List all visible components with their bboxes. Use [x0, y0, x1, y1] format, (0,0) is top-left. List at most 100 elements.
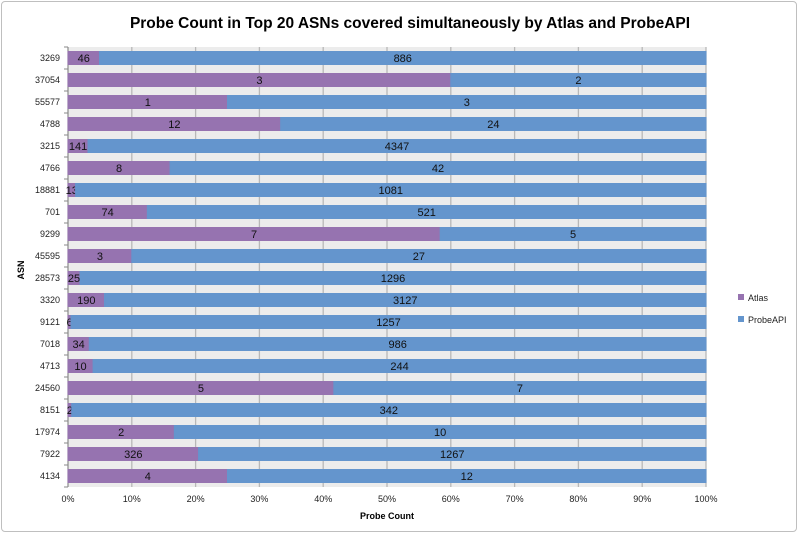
y-tick-label: 55577: [35, 97, 60, 107]
data-label-probeapi: 10: [434, 427, 446, 439]
x-axis-label: Probe Count: [360, 511, 414, 521]
x-tick-label: 30%: [250, 494, 268, 504]
data-label-probeapi: 886: [394, 53, 412, 65]
bar-probeapi: [92, 359, 707, 373]
data-label-probeapi: 3: [464, 97, 470, 109]
data-label-atlas: 7: [251, 229, 257, 241]
bar-probeapi: [173, 425, 707, 439]
data-label-atlas: 1: [145, 97, 151, 109]
x-tick-label: 40%: [314, 494, 332, 504]
data-label-atlas: 6: [66, 317, 72, 329]
y-tick-label: 9299: [40, 229, 60, 239]
bar-probeapi: [71, 403, 707, 417]
y-tick-label: 701: [45, 207, 60, 217]
x-tick-label: 10%: [123, 494, 141, 504]
chart-title: Probe Count in Top 20 ASNs covered simul…: [130, 15, 690, 32]
legend-label-atlas: Atlas: [748, 293, 769, 303]
data-label-probeapi: 342: [380, 405, 398, 417]
data-label-probeapi: 27: [413, 251, 425, 263]
data-label-probeapi: 42: [432, 163, 444, 175]
y-tick-label: 4713: [40, 361, 60, 371]
data-label-atlas: 8: [116, 163, 122, 175]
data-label-probeapi: 1257: [376, 317, 400, 329]
bar-probeapi: [104, 293, 707, 307]
y-axis-label: ASN: [16, 260, 26, 279]
y-tick-label: 9121: [40, 317, 60, 327]
y-tick-label: 3320: [40, 295, 60, 305]
bar-probeapi: [280, 117, 707, 131]
x-tick-label: 20%: [187, 494, 205, 504]
data-label-probeapi: 986: [388, 339, 406, 351]
data-label-probeapi: 1267: [440, 449, 464, 461]
data-label-probeapi: 24: [487, 119, 499, 131]
y-tick-label: 3215: [40, 141, 60, 151]
y-tick-label: 8151: [40, 405, 60, 415]
y-tick-label: 45595: [35, 251, 60, 261]
bar-probeapi: [227, 95, 707, 109]
y-tick-label: 28573: [35, 273, 60, 283]
data-label-probeapi: 1296: [381, 273, 405, 285]
data-label-atlas: 34: [73, 339, 85, 351]
bar-probeapi: [88, 337, 707, 351]
data-label-atlas: 74: [102, 207, 114, 219]
data-label-atlas: 2: [118, 427, 124, 439]
bar-probeapi: [146, 205, 707, 219]
bar-probeapi: [169, 161, 707, 175]
data-label-probeapi: 3127: [393, 295, 417, 307]
y-tick-label: 4788: [40, 119, 60, 129]
data-label-atlas: 12: [168, 119, 180, 131]
data-label-probeapi: 521: [417, 207, 435, 219]
y-tick-label: 4134: [40, 471, 60, 481]
bar-probeapi: [79, 271, 707, 285]
y-tick-label: 18881: [35, 185, 60, 195]
data-label-atlas: 3: [256, 75, 262, 87]
y-tick-label: 3269: [40, 53, 60, 63]
data-label-probeapi: 5: [570, 229, 576, 241]
x-tick-label: 100%: [694, 494, 717, 504]
x-tick-label: 80%: [569, 494, 587, 504]
y-tick-label: 17974: [35, 427, 60, 437]
y-tick-label: 4766: [40, 163, 60, 173]
data-label-atlas: 25: [68, 273, 80, 285]
data-label-atlas: 5: [198, 383, 204, 395]
bar-probeapi: [98, 51, 707, 65]
bar-probeapi: [227, 469, 707, 483]
bar-probeapi: [75, 183, 707, 197]
legend-swatch-atlas: [738, 294, 744, 300]
x-tick-label: 50%: [378, 494, 396, 504]
y-tick-label: 7018: [40, 339, 60, 349]
data-label-atlas: 4: [145, 471, 151, 483]
data-label-atlas: 190: [77, 295, 95, 307]
bar-probeapi: [131, 249, 707, 263]
x-tick-label: 0%: [61, 494, 74, 504]
data-label-probeapi: 12: [461, 471, 473, 483]
y-tick-label: 37054: [35, 75, 60, 85]
y-tick-label: 24560: [35, 383, 60, 393]
x-tick-label: 70%: [506, 494, 524, 504]
bar-probeapi: [439, 227, 707, 241]
data-label-atlas: 326: [124, 449, 142, 461]
bar-probeapi: [450, 73, 707, 87]
data-label-atlas: 3: [97, 251, 103, 263]
data-label-probeapi: 7: [517, 383, 523, 395]
data-label-probeapi: 244: [390, 361, 408, 373]
data-label-atlas: 13: [66, 185, 78, 197]
legend-label-probeapi: ProbeAPI: [748, 315, 787, 325]
data-label-atlas: 2: [67, 405, 73, 417]
data-label-probeapi: 1081: [379, 185, 403, 197]
data-label-probeapi: 4347: [385, 141, 409, 153]
data-label-probeapi: 2: [575, 75, 581, 87]
data-label-atlas: 141: [69, 141, 87, 153]
bar-probeapi: [70, 315, 707, 329]
data-label-atlas: 46: [78, 53, 90, 65]
bar-probeapi: [333, 381, 707, 395]
bar-probeapi: [87, 139, 707, 153]
bar-probeapi: [198, 447, 707, 461]
data-label-atlas: 10: [74, 361, 86, 373]
x-tick-label: 60%: [442, 494, 460, 504]
y-tick-label: 7922: [40, 449, 60, 459]
x-tick-label: 90%: [633, 494, 651, 504]
legend-swatch-probeapi: [738, 316, 744, 322]
